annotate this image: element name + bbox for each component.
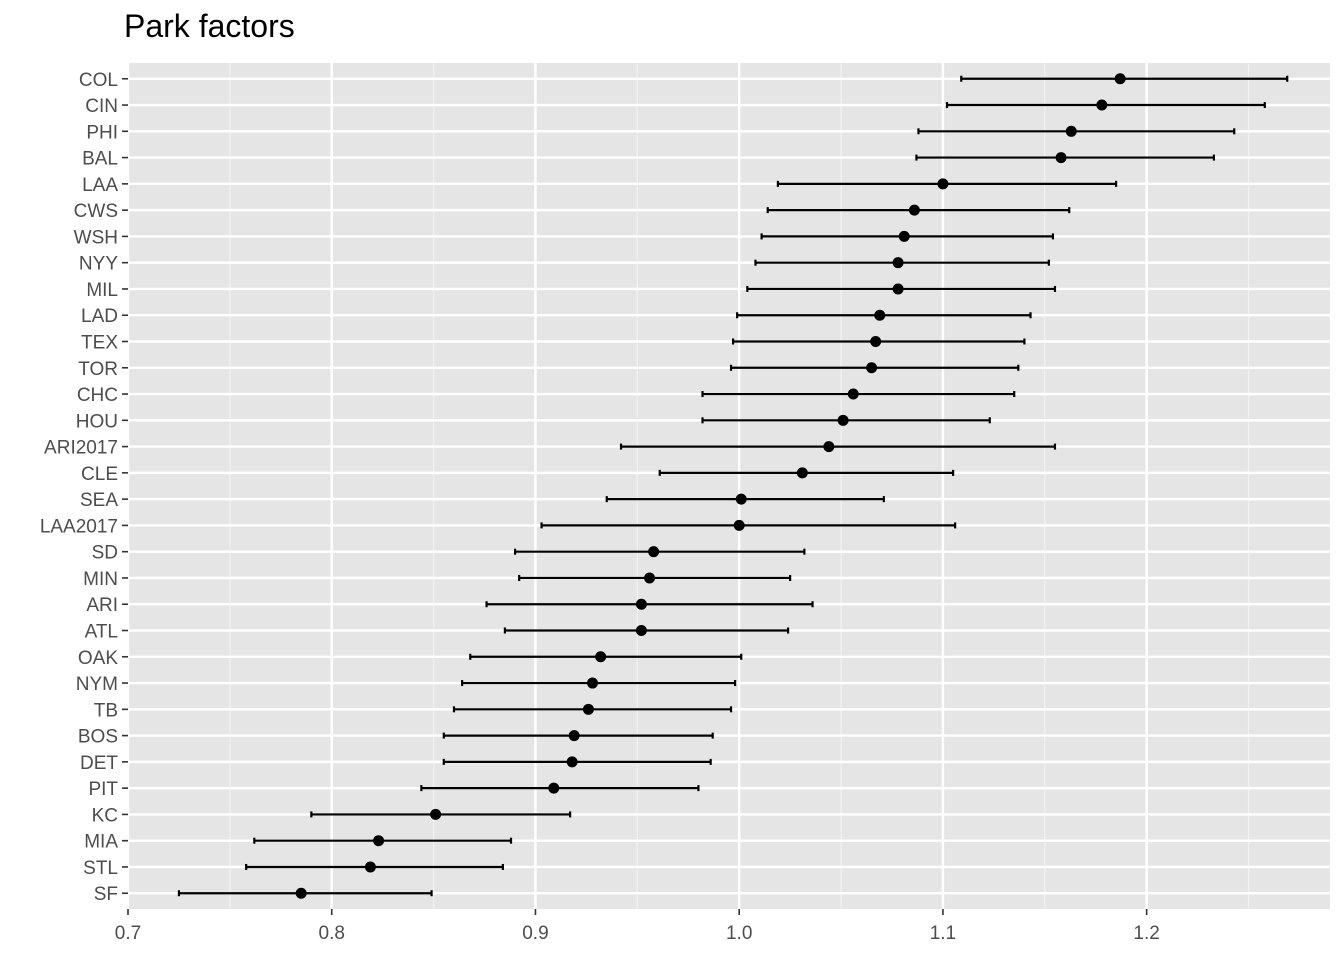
y-tick-label-atl: ATL [85,622,118,643]
point-mia [373,835,385,847]
point-phi [1065,125,1077,137]
x-tick-label: 1.1 [930,923,956,944]
point-ari [635,598,647,610]
x-tick-label: 0.9 [522,923,548,944]
point-nyy [892,257,904,269]
y-tick-label-ari2017: ARI2017 [44,438,118,459]
y-tick-label-sea: SEA [80,490,118,511]
y-tick-label-bal: BAL [82,149,118,170]
point-laa [937,178,949,190]
y-tick-label-chc: CHC [77,385,118,406]
point-tb [582,703,594,715]
point-tex [870,335,882,347]
y-tick-label-tor: TOR [78,359,118,380]
y-tick-label-ari: ARI [86,595,118,616]
y-tick-label-stl: STL [83,858,118,879]
y-tick-label-wsh: WSH [74,227,118,248]
y-tick-label-laa: LAA [82,175,118,196]
y-tick-label-oak: OAK [78,648,118,669]
y-tick-label-det: DET [80,753,118,774]
x-tick-label: 1.2 [1133,923,1159,944]
y-tick-label-kc: KC [92,805,118,826]
point-sea [735,493,747,505]
point-min [644,572,656,584]
y-tick-label-mia: MIA [84,832,118,853]
chart-title: Park factors [124,8,295,44]
point-sf [295,887,307,899]
point-sd [648,546,660,558]
point-chc [847,388,859,400]
y-tick-label-cle: CLE [81,464,118,485]
point-ari2017 [823,441,835,453]
point-bal [1055,152,1067,164]
point-kc [430,808,442,820]
point-nym [587,677,599,689]
point-bos [568,730,580,742]
y-tick-label-mil: MIL [86,280,118,301]
y-tick-label-pit: PIT [88,779,118,800]
point-tor [866,362,878,374]
point-hou [837,414,849,426]
point-det [566,756,578,768]
y-tick-label-laa2017: LAA2017 [40,516,118,537]
point-atl [635,625,647,637]
x-tick-label: 0.7 [115,923,141,944]
point-stl [364,861,376,873]
y-tick-label-nyy: NYY [79,254,118,275]
y-tick-label-tex: TEX [81,332,118,353]
point-cin [1096,99,1108,111]
point-laa2017 [733,519,745,531]
plot-panel [128,63,1330,909]
y-tick-label-tb: TB [94,700,118,721]
point-wsh [898,230,910,242]
point-pit [548,782,560,794]
point-col [1114,73,1126,85]
point-cws [908,204,920,216]
y-tick-label-sf: SF [94,884,118,905]
y-tick-label-cws: CWS [74,201,118,222]
y-tick-label-cin: CIN [85,96,118,117]
x-tick-label: 0.8 [319,923,345,944]
y-tick-label-lad: LAD [81,306,118,327]
point-cle [796,467,808,479]
x-tick-label: 1.0 [726,923,752,944]
y-tick-label-bos: BOS [78,727,118,748]
y-tick-label-min: MIN [83,569,118,590]
y-tick-label-hou: HOU [76,411,118,432]
y-tick-label-phi: PHI [86,122,118,143]
point-oak [595,651,607,663]
point-mil [892,283,904,295]
point-lad [874,309,886,321]
y-tick-label-sd: SD [92,543,118,564]
y-tick-label-nym: NYM [76,674,118,695]
y-tick-label-col: COL [79,70,118,91]
